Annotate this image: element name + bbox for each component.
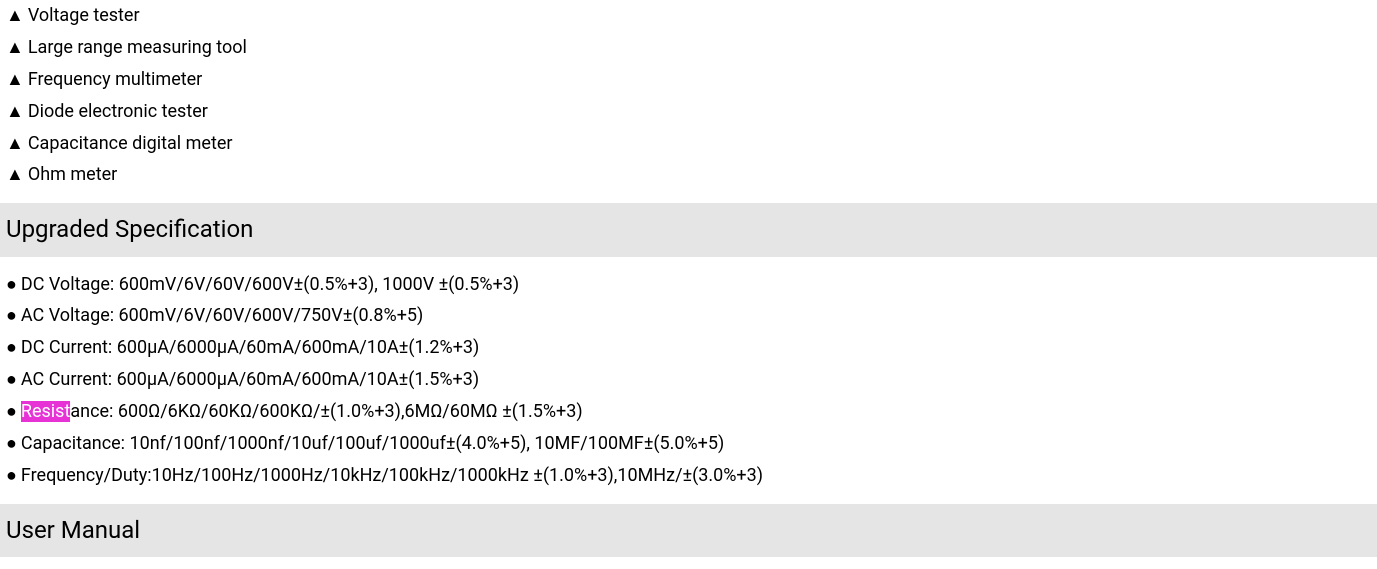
feature-item: ▲Voltage tester	[6, 0, 1377, 32]
spec-text: Frequency/Duty:10Hz/100Hz/1000Hz/10kHz/1…	[21, 465, 763, 486]
feature-item: ▲Ohm meter	[6, 159, 1377, 191]
spec-text: AC Voltage: 600mV/6V/60V/600V/750V±(0.8%…	[21, 305, 423, 326]
triangle-icon: ▲	[6, 98, 24, 126]
triangle-icon: ▲	[6, 34, 24, 62]
feature-text: Ohm meter	[28, 164, 117, 185]
spec-item: ●Capacitance: 10nf/100nf/1000nf/10uf/100…	[6, 428, 1377, 460]
spec-item: ●AC Voltage: 600mV/6V/60V/600V/750V±(0.8…	[6, 300, 1377, 332]
spec-item: ●DC Current: 600μA/6000μA/60mA/600mA/10A…	[6, 332, 1377, 364]
spec-text: DC Current: 600μA/6000μA/60mA/600mA/10A±…	[21, 337, 479, 358]
feature-list: ▲Voltage tester ▲Large range measuring t…	[6, 0, 1377, 191]
spec-text: Capacitance: 10nf/100nf/1000nf/10uf/100u…	[21, 433, 724, 454]
spec-item-resistance: ●Resistance: 600Ω/6KΩ/60KΩ/600KΩ/±(1.0%+…	[6, 396, 1377, 428]
spec-list: ●DC Voltage: 600mV/6V/60V/600V±(0.5%+3),…	[6, 269, 1377, 492]
upgraded-spec-heading: Upgraded Specification	[0, 203, 1377, 256]
triangle-icon: ▲	[6, 2, 24, 30]
bullet-icon: ●	[6, 366, 17, 394]
feature-text: Voltage tester	[28, 5, 140, 26]
feature-text: Large range measuring tool	[28, 37, 247, 58]
bullet-icon: ●	[6, 334, 17, 362]
spec-item: ●Frequency/Duty:10Hz/100Hz/1000Hz/10kHz/…	[6, 460, 1377, 492]
triangle-icon: ▲	[6, 161, 24, 189]
spec-item: ●DC Voltage: 600mV/6V/60V/600V±(0.5%+3),…	[6, 269, 1377, 301]
bullet-icon: ●	[6, 430, 17, 458]
spec-text: AC Current: 600μA/6000μA/60mA/600mA/10A±…	[21, 369, 479, 390]
triangle-icon: ▲	[6, 130, 24, 158]
bullet-icon: ●	[6, 462, 17, 490]
user-manual-heading: User Manual	[0, 504, 1377, 557]
triangle-icon: ▲	[6, 66, 24, 94]
feature-text: Diode electronic tester	[28, 101, 208, 122]
feature-item: ▲Diode electronic tester	[6, 96, 1377, 128]
bullet-icon: ●	[6, 398, 17, 426]
feature-item: ▲Large range measuring tool	[6, 32, 1377, 64]
bullet-icon: ●	[6, 302, 17, 330]
spec-text: DC Voltage: 600mV/6V/60V/600V±(0.5%+3), …	[21, 274, 519, 295]
feature-item: ▲Capacitance digital meter	[6, 128, 1377, 160]
spec-item: ●AC Current: 600μA/6000μA/60mA/600mA/10A…	[6, 364, 1377, 396]
feature-text: Frequency multimeter	[28, 69, 202, 90]
highlighted-text: Resist	[21, 401, 70, 422]
feature-item: ▲Frequency multimeter	[6, 64, 1377, 96]
spec-text: ance: 600Ω/6KΩ/60KΩ/600KΩ/±(1.0%+3),6MΩ/…	[70, 401, 582, 422]
feature-text: Capacitance digital meter	[28, 133, 233, 154]
bullet-icon: ●	[6, 271, 17, 299]
